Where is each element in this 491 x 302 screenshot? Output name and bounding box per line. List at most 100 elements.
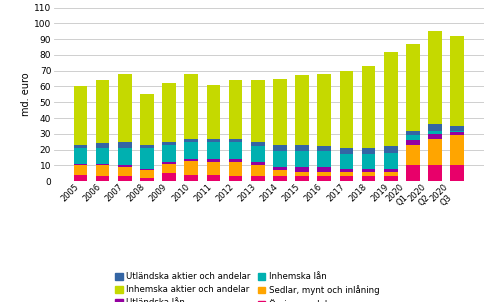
Bar	[251, 142, 265, 146]
Bar	[96, 80, 109, 143]
Bar	[295, 151, 309, 167]
Bar	[428, 31, 442, 124]
Bar	[162, 162, 176, 164]
Bar	[295, 167, 309, 172]
Bar	[207, 175, 220, 181]
Bar	[340, 154, 354, 169]
Bar	[450, 132, 464, 135]
Bar	[428, 134, 442, 139]
Bar	[273, 170, 287, 176]
Bar	[340, 172, 354, 176]
Bar	[229, 142, 243, 159]
Bar	[295, 176, 309, 181]
Bar	[96, 143, 109, 148]
Bar	[340, 71, 354, 148]
Bar	[162, 142, 176, 145]
Bar	[273, 151, 287, 167]
Bar	[428, 124, 442, 131]
Bar	[362, 169, 376, 172]
Bar	[406, 165, 420, 181]
Bar	[251, 80, 265, 142]
Bar	[428, 165, 442, 181]
Bar	[162, 83, 176, 142]
Bar	[406, 140, 420, 145]
Bar	[362, 66, 376, 148]
Bar	[450, 126, 464, 131]
Bar	[428, 131, 442, 134]
Bar	[406, 131, 420, 135]
Bar	[317, 167, 331, 172]
Bar	[140, 145, 154, 148]
Bar	[140, 94, 154, 145]
Bar	[295, 76, 309, 145]
Bar	[317, 74, 331, 146]
Bar	[340, 176, 354, 181]
Bar	[118, 176, 132, 181]
Bar	[96, 176, 109, 181]
Bar	[74, 165, 87, 175]
Bar	[96, 148, 109, 164]
Bar	[340, 169, 354, 172]
Bar	[74, 148, 87, 164]
Bar	[273, 176, 287, 181]
Bar	[207, 159, 220, 162]
Bar	[229, 80, 243, 139]
Bar	[362, 154, 376, 169]
Bar	[207, 142, 220, 159]
Bar	[384, 146, 398, 153]
Bar	[450, 165, 464, 181]
Bar	[184, 74, 198, 139]
Bar	[317, 146, 331, 151]
Bar	[207, 139, 220, 142]
Bar	[273, 167, 287, 170]
Bar	[118, 74, 132, 142]
Bar	[162, 164, 176, 173]
Bar	[384, 52, 398, 146]
Bar	[74, 164, 87, 165]
Bar	[229, 139, 243, 142]
Y-axis label: md. euro: md. euro	[21, 72, 31, 116]
Bar	[317, 176, 331, 181]
Bar	[251, 146, 265, 162]
Bar	[428, 139, 442, 165]
Bar	[450, 36, 464, 126]
Bar	[384, 153, 398, 169]
Bar	[317, 172, 331, 176]
Bar	[229, 162, 243, 176]
Bar	[74, 86, 87, 145]
Bar	[251, 165, 265, 176]
Bar	[406, 135, 420, 140]
Bar	[362, 172, 376, 176]
Bar	[184, 161, 198, 175]
Bar	[140, 148, 154, 169]
Bar	[251, 176, 265, 181]
Bar	[184, 159, 198, 161]
Bar	[184, 139, 198, 142]
Bar	[162, 145, 176, 162]
Bar	[362, 176, 376, 181]
Bar	[184, 142, 198, 159]
Bar	[118, 142, 132, 148]
Bar	[384, 169, 398, 172]
Bar	[450, 135, 464, 165]
Bar	[384, 176, 398, 181]
Bar	[207, 162, 220, 175]
Bar	[140, 178, 154, 181]
Bar	[118, 148, 132, 165]
Bar	[184, 175, 198, 181]
Bar	[384, 172, 398, 176]
Bar	[229, 176, 243, 181]
Bar	[295, 145, 309, 151]
Bar	[207, 85, 220, 139]
Bar	[74, 145, 87, 148]
Bar	[140, 169, 154, 170]
Bar	[96, 165, 109, 176]
Bar	[317, 151, 331, 167]
Bar	[340, 148, 354, 154]
Bar	[251, 162, 265, 165]
Bar	[273, 145, 287, 151]
Bar	[118, 165, 132, 167]
Bar	[295, 172, 309, 176]
Bar	[406, 44, 420, 131]
Bar	[362, 148, 376, 154]
